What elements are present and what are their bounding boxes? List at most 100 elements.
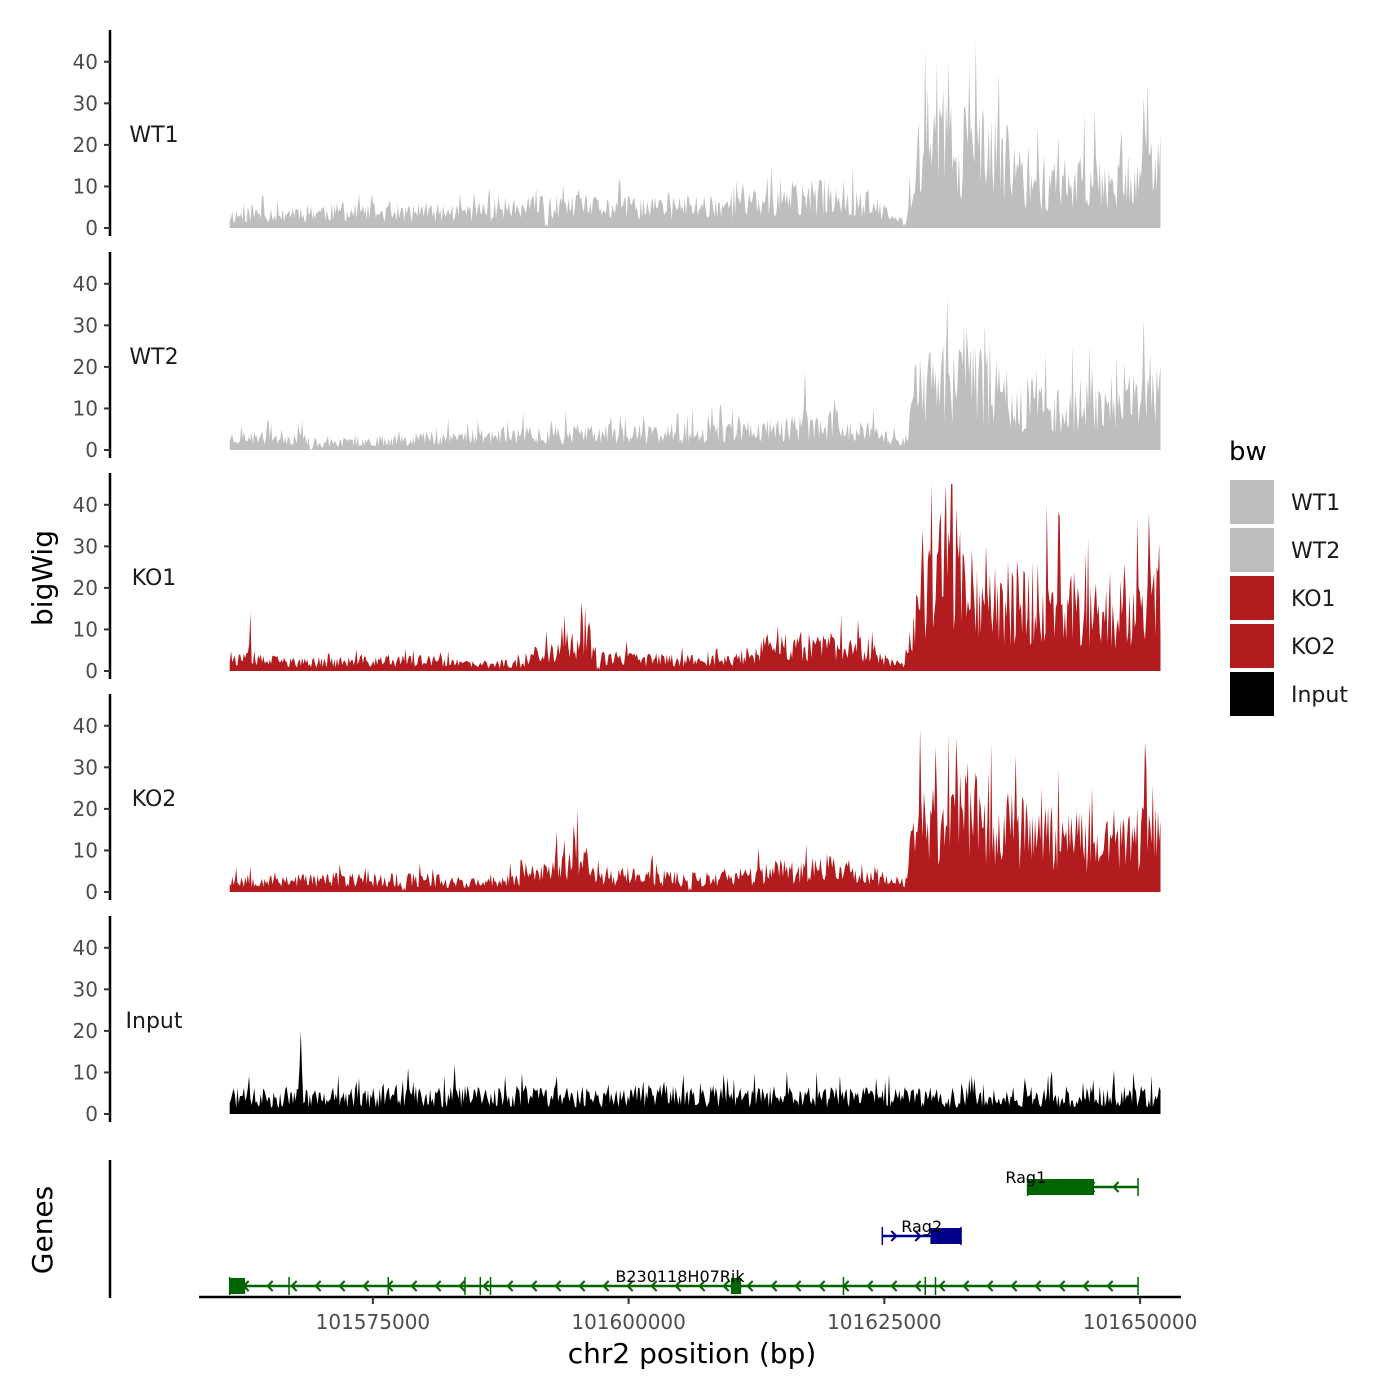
legend-key-ko1 <box>1230 576 1274 620</box>
signal-area-ko1 <box>229 484 1161 671</box>
strand-arrow <box>314 1280 322 1292</box>
strand-arrow <box>482 1280 490 1292</box>
gene-rag2: Rag2 <box>881 1217 962 1245</box>
strand-arrow <box>554 1280 562 1292</box>
strand-arrow <box>458 1280 466 1292</box>
gene-b230118h07rik: B230118H07Rik <box>228 1267 1139 1295</box>
signal-area-wt2 <box>229 296 1161 450</box>
strand-arrow <box>698 1280 706 1292</box>
track-panel-ko1: 0 10 20 30 40 KO1 <box>73 473 1161 683</box>
y-tick-label: 30 <box>73 534 98 558</box>
y-tick-label: 30 <box>73 977 98 1001</box>
strand-arrow <box>290 1280 298 1292</box>
strand-arrow <box>1112 1181 1120 1193</box>
strand-arrow <box>602 1280 610 1292</box>
strand-arrow <box>914 1230 922 1242</box>
gene-exon <box>1027 1179 1095 1195</box>
y-tick-label: 40 <box>73 272 98 296</box>
gene-label: B230118H07Rik <box>615 1267 745 1286</box>
y-tick-label: 30 <box>73 755 98 779</box>
signal-area-wt1 <box>229 41 1161 228</box>
strand-arrow <box>794 1280 802 1292</box>
legend-key-input <box>1230 672 1274 716</box>
strand-arrow <box>578 1280 586 1292</box>
strand-arrow <box>818 1280 826 1292</box>
genes-axis-title: Genes <box>26 1186 59 1274</box>
y-tick-label: 20 <box>73 355 98 379</box>
legend-label: KO1 <box>1291 587 1336 612</box>
strand-arrow <box>746 1280 754 1292</box>
y-tick-label: 20 <box>73 797 98 821</box>
y-tick-label: 30 <box>73 91 98 115</box>
strand-arrow <box>986 1280 994 1292</box>
track-panels: 0 10 20 30 40 WT1 0 10 20 30 40 WT2 0 10 20 30 40 KO1 0 10 2… <box>73 30 1161 1126</box>
y-tick-label: 0 <box>85 880 98 904</box>
x-tick-label: 101575000 <box>316 1310 431 1334</box>
y-tick-label: 0 <box>85 659 98 683</box>
track-panel-wt2: 0 10 20 30 40 WT2 <box>73 252 1161 462</box>
track-panel-ko2: 0 10 20 30 40 KO2 <box>73 694 1161 904</box>
gene-exon <box>229 1278 246 1294</box>
strand-arrow <box>914 1280 922 1292</box>
x-tick-label: 101650000 <box>1083 1310 1198 1334</box>
y-tick-label: 0 <box>85 438 98 462</box>
track-label: WT2 <box>129 345 178 370</box>
y-tick-label: 10 <box>73 174 98 198</box>
strand-arrow <box>722 1280 730 1292</box>
y-tick-label: 20 <box>73 1019 98 1043</box>
legend-key-wt2 <box>1230 528 1274 572</box>
track-label: Input <box>126 1009 183 1034</box>
strand-arrow <box>770 1280 778 1292</box>
strand-arrow <box>1106 1280 1114 1292</box>
strand-arrow <box>362 1280 370 1292</box>
strand-arrow <box>962 1280 970 1292</box>
legend-title: bw <box>1229 437 1267 467</box>
legend-label: Input <box>1291 683 1348 708</box>
y-tick-label: 30 <box>73 313 98 337</box>
y-tick-label: 20 <box>73 133 98 157</box>
legend-key-wt1 <box>1230 480 1274 524</box>
y-tick-label: 40 <box>73 714 98 738</box>
gene-label: Rag2 <box>901 1217 942 1236</box>
legend-label: WT1 <box>1291 491 1340 516</box>
strand-arrow <box>1058 1280 1066 1292</box>
strand-arrow <box>890 1230 898 1242</box>
y-tick-label: 0 <box>85 216 98 240</box>
y-axis-title: bigWig <box>26 530 59 626</box>
strand-arrow <box>1034 1280 1042 1292</box>
x-tick-label: 101625000 <box>827 1310 942 1334</box>
strand-arrow <box>1082 1280 1090 1292</box>
track-label: KO2 <box>132 787 177 812</box>
strand-arrow <box>266 1280 274 1292</box>
y-tick-label: 10 <box>73 1060 98 1084</box>
strand-arrow <box>674 1280 682 1292</box>
legend-key-ko2 <box>1230 624 1274 668</box>
strand-arrow <box>938 1280 946 1292</box>
strand-arrow <box>626 1280 634 1292</box>
track-panel-wt1: 0 10 20 30 40 WT1 <box>73 30 1161 240</box>
y-tick-label: 10 <box>73 617 98 641</box>
track-label: WT1 <box>129 123 178 148</box>
gene-track: Rag1 Rag2 B230118H07Rik <box>108 1160 1139 1298</box>
legend-label: KO2 <box>1291 635 1336 660</box>
strand-arrow <box>650 1280 658 1292</box>
track-label: KO1 <box>132 566 177 591</box>
y-tick-label: 40 <box>73 936 98 960</box>
strand-arrow <box>530 1280 538 1292</box>
x-axis-title: chr2 position (bp) <box>568 1337 817 1370</box>
y-tick-label: 40 <box>73 50 98 74</box>
gene-exon <box>730 1278 742 1294</box>
strand-arrow <box>410 1280 418 1292</box>
gene-exon <box>930 1228 962 1244</box>
strand-arrow <box>338 1280 346 1292</box>
y-tick-label: 20 <box>73 576 98 600</box>
y-tick-label: 10 <box>73 838 98 862</box>
legend: bw WT1 WT2 KO1 KO2 Input <box>1229 437 1348 716</box>
signal-area-input <box>229 1030 1161 1114</box>
legend-label: WT2 <box>1291 539 1340 564</box>
y-tick-label: 10 <box>73 396 98 420</box>
strand-arrow <box>506 1280 514 1292</box>
gene-rag1: Rag1 <box>1005 1168 1139 1196</box>
strand-arrow <box>1010 1280 1018 1292</box>
